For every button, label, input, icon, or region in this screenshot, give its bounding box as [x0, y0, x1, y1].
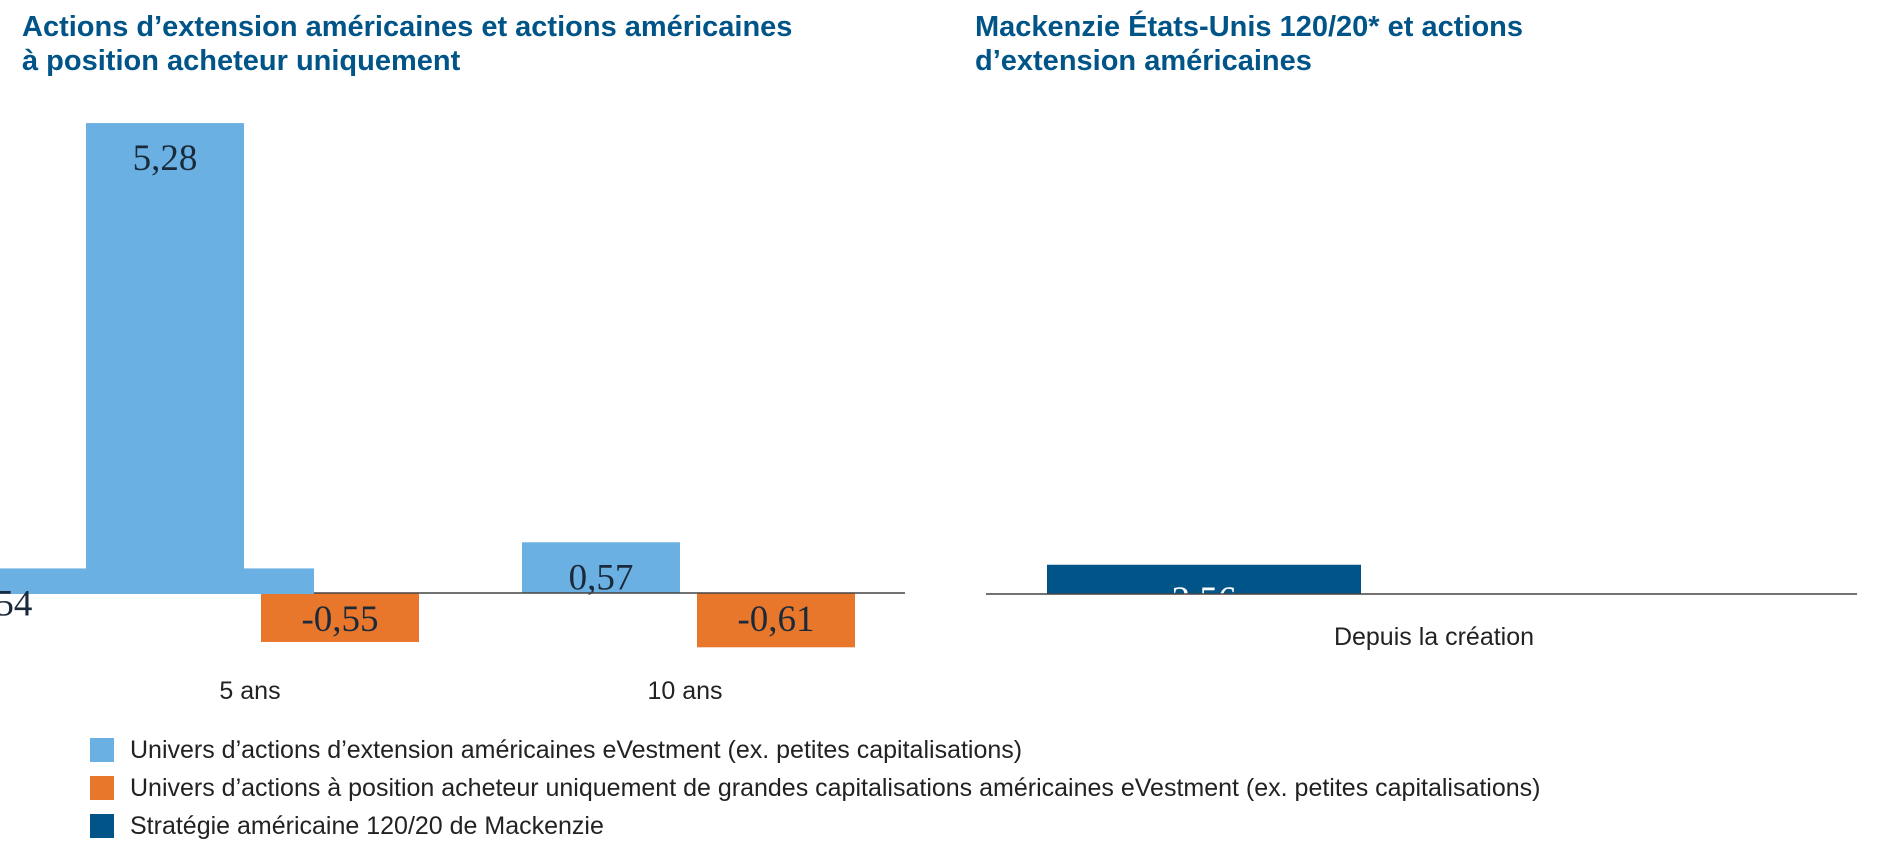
- bar-left-5-ans-s0: [86, 123, 244, 593]
- left-chart-title: Actions d’extension américaines et actio…: [22, 10, 922, 78]
- legend: Univers d’actions d’extension américaine…: [90, 731, 1541, 845]
- legend-swatch-long-only: [90, 776, 114, 800]
- category-label-left-10-ans: 10 ans: [647, 677, 722, 705]
- legend-swatch-mackenzie: [90, 814, 114, 838]
- value-label-right-depuis-la-cr-ation-s0: 2,56: [1172, 580, 1237, 621]
- legend-label-extension: Univers d’actions d’extension américaine…: [130, 735, 1023, 764]
- left-chart-title-line-2: à position acheteur uniquement: [22, 45, 461, 77]
- value-label-left-5-ans-s1: -0,55: [301, 599, 378, 640]
- value-label-left-5-ans-s0: 5,28: [133, 138, 198, 179]
- right-chart-title-line-2: d’extension américaines: [975, 45, 1312, 77]
- legend-label-long-only: Univers d’actions à position acheteur un…: [130, 773, 1541, 802]
- right-chart: 2,56 2,54 Depuis la création: [0, 564, 1857, 651]
- value-label-left-10-ans-s0: 0,57: [569, 557, 634, 598]
- legend-label-mackenzie: Stratégie américaine 120/20 de Mackenzie: [130, 811, 604, 840]
- bar-left-10-ans-s1: [697, 593, 855, 648]
- legend-item-long-only: Univers d’actions à position acheteur un…: [90, 769, 1541, 807]
- category-label-right-depuis-la-cr-ation: Depuis la création: [1334, 623, 1534, 651]
- bar-right-depuis-la-cr-ation-s1: [0, 568, 314, 594]
- legend-item-mackenzie: Stratégie américaine 120/20 de Mackenzie: [90, 807, 1541, 845]
- value-label-left-10-ans-s1: -0,61: [737, 599, 814, 640]
- left-chart: 5,28 -0,55 5 ans 0,57 -0,61 10 ans: [34, 123, 905, 705]
- legend-item-extension: Univers d’actions d’extension américaine…: [90, 731, 1541, 769]
- bar-left-5-ans-s1: [261, 593, 419, 642]
- left-chart-title-line-1: Actions d’extension américaines et actio…: [22, 11, 793, 43]
- bar-right-depuis-la-cr-ation-s0: [1047, 564, 1361, 594]
- category-label-left-5-ans: 5 ans: [219, 677, 280, 705]
- right-chart-title: Mackenzie États-Unis 120/20* et actions …: [975, 10, 1875, 78]
- legend-swatch-extension: [90, 738, 114, 762]
- bar-left-10-ans-s0: [522, 542, 680, 593]
- value-label-right-depuis-la-cr-ation-s1: 2,54: [0, 583, 32, 624]
- right-chart-title-line-1: Mackenzie États-Unis 120/20* et actions: [975, 11, 1524, 43]
